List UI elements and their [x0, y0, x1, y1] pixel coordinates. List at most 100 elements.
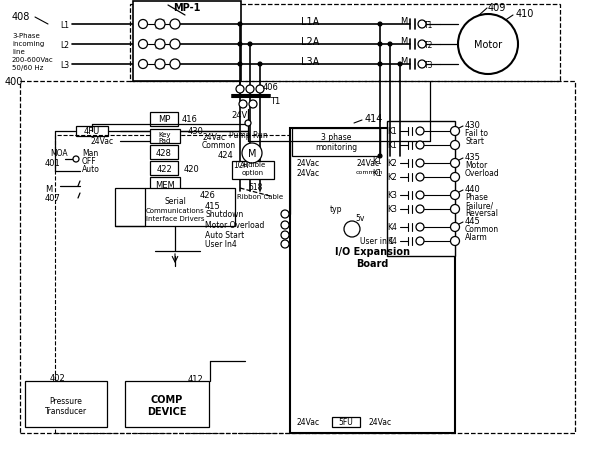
Text: DEVICE: DEVICE [147, 406, 187, 416]
Text: COMP: COMP [151, 394, 183, 404]
Text: 410: 410 [516, 9, 535, 19]
Circle shape [416, 238, 424, 245]
Circle shape [248, 43, 252, 47]
Text: 24Vac: 24Vac [296, 159, 319, 168]
Text: 435: 435 [465, 153, 481, 162]
Circle shape [73, 156, 79, 163]
Text: 409: 409 [488, 3, 506, 13]
Text: 408: 408 [12, 12, 31, 22]
Circle shape [451, 159, 460, 168]
Text: L2A: L2A [301, 37, 319, 47]
Text: MP: MP [158, 115, 170, 124]
Circle shape [451, 173, 460, 182]
Text: 1CR: 1CR [233, 160, 248, 169]
Text: 440: 440 [465, 185, 481, 194]
Circle shape [388, 43, 392, 47]
Text: User In4: User In4 [205, 240, 237, 249]
Text: M: M [400, 37, 407, 46]
Text: M: M [400, 18, 407, 27]
Circle shape [139, 41, 148, 50]
Text: Ribbon Cable: Ribbon Cable [237, 193, 283, 199]
Text: option: option [242, 170, 264, 175]
Text: L1A: L1A [301, 17, 319, 27]
Circle shape [416, 128, 424, 136]
Text: 414: 414 [365, 114, 383, 124]
Circle shape [418, 61, 426, 69]
Text: Pump Run: Pump Run [229, 131, 268, 140]
Text: K1: K1 [372, 157, 382, 166]
Bar [20, 82, 575, 433]
Text: line: line [12, 49, 25, 55]
Bar [292, 129, 380, 156]
Text: Failure/: Failure/ [465, 201, 493, 210]
Bar [130, 5, 560, 82]
Circle shape [281, 240, 289, 249]
Text: M: M [45, 184, 52, 193]
Bar [125, 381, 209, 427]
Circle shape [246, 86, 254, 94]
Text: Communications: Communications [146, 207, 205, 213]
Bar [55, 136, 445, 433]
Text: Board: Board [356, 258, 388, 268]
Text: Motor: Motor [474, 40, 502, 50]
Text: 445: 445 [465, 217, 481, 226]
Text: Reversal: Reversal [465, 209, 498, 218]
Circle shape [245, 121, 251, 127]
Circle shape [378, 43, 382, 47]
Circle shape [281, 211, 289, 219]
Bar [150, 113, 178, 127]
Circle shape [416, 160, 424, 168]
Bar [387, 122, 455, 257]
Circle shape [416, 224, 424, 231]
Circle shape [451, 141, 460, 150]
Text: 430: 430 [465, 121, 481, 130]
Text: L3: L3 [60, 60, 69, 69]
Circle shape [451, 191, 460, 200]
Text: 50/60 Hz: 50/60 Hz [12, 65, 43, 71]
Text: Motor: Motor [465, 161, 487, 170]
Text: L2: L2 [60, 41, 69, 50]
Text: Auto: Auto [82, 164, 100, 173]
Text: Audible: Audible [240, 161, 266, 168]
Text: OFF: OFF [82, 156, 97, 165]
Circle shape [242, 144, 262, 164]
Circle shape [378, 23, 382, 27]
Circle shape [139, 20, 148, 29]
Circle shape [155, 60, 165, 70]
Circle shape [256, 86, 264, 94]
Circle shape [451, 237, 460, 246]
Text: Overload: Overload [465, 169, 500, 178]
Circle shape [155, 40, 165, 50]
Text: MOA: MOA [50, 149, 68, 158]
Text: 401: 401 [45, 159, 61, 168]
Text: K1: K1 [372, 169, 382, 178]
Circle shape [155, 20, 165, 30]
Text: 24V: 24V [232, 111, 248, 120]
Bar [25, 381, 107, 427]
Circle shape [281, 221, 289, 230]
Bar [150, 178, 180, 191]
Text: 24Vac: 24Vac [90, 137, 113, 146]
Text: I/O Expansion: I/O Expansion [335, 246, 410, 257]
Text: M: M [248, 149, 256, 159]
Text: Common: Common [465, 225, 499, 234]
Text: L1: L1 [60, 20, 69, 29]
Text: L3A: L3A [301, 57, 319, 67]
Circle shape [451, 127, 460, 136]
Circle shape [139, 60, 148, 69]
Circle shape [378, 155, 382, 159]
Text: K2: K2 [387, 173, 397, 182]
Text: Start: Start [465, 137, 484, 146]
Text: Transducer: Transducer [45, 407, 87, 415]
Text: 420: 420 [184, 164, 200, 173]
Text: 406: 406 [263, 83, 279, 92]
Circle shape [238, 63, 242, 67]
Circle shape [239, 101, 247, 109]
Bar [115, 189, 235, 226]
Text: Man: Man [82, 148, 98, 157]
Text: 24Vac: 24Vac [368, 418, 391, 427]
Text: 3-Phase: 3-Phase [12, 33, 40, 39]
Text: 4FU: 4FU [84, 127, 100, 136]
Text: T2: T2 [424, 41, 433, 50]
Text: monitoring: monitoring [315, 142, 357, 151]
